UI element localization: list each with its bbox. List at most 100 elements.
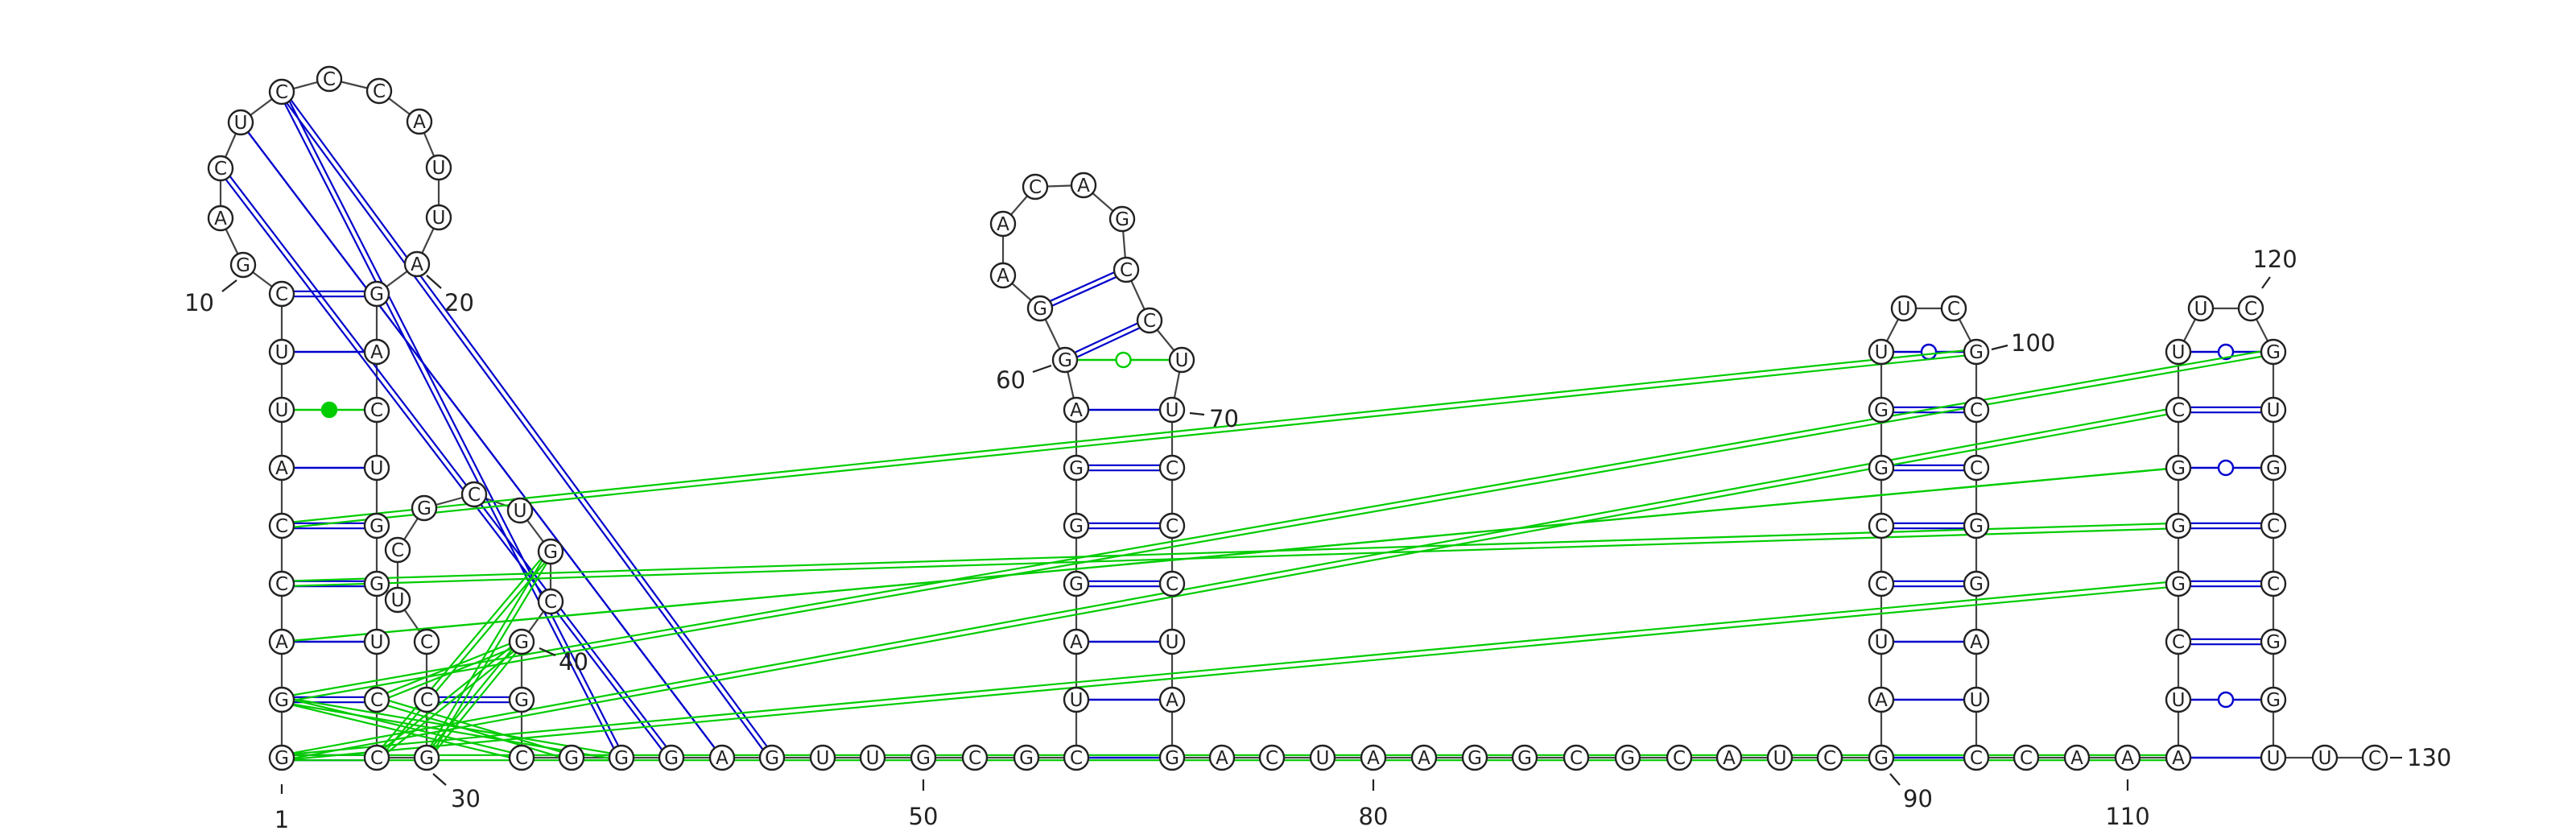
nucleotide: C xyxy=(413,628,440,655)
position-number: 30 xyxy=(451,785,481,812)
nucleotide-circle xyxy=(1963,744,1990,771)
nucleotide: G xyxy=(2260,628,2287,655)
nucleotide-circle xyxy=(2165,628,2192,655)
nucleotide: G xyxy=(658,744,685,771)
nucleotide-circle xyxy=(2165,570,2192,597)
nucleotide-circle xyxy=(1963,512,1990,539)
nucleotide: G xyxy=(1963,512,1990,539)
nucleotide-letter: G xyxy=(1069,574,1084,595)
nucleotide-letter: C xyxy=(468,485,481,506)
nucleotide: C xyxy=(2361,744,2388,771)
pair-line xyxy=(1051,276,1117,307)
nucleotide-circle xyxy=(316,65,343,93)
position-tick xyxy=(432,773,447,786)
nucleotide: C xyxy=(1063,744,1090,771)
nucleotide-letter: U xyxy=(2194,299,2208,320)
nucleotide-circle xyxy=(989,210,1017,238)
nucleotide-letter: G xyxy=(664,748,679,769)
nucleotide-letter: U xyxy=(370,458,384,479)
nucleotide-letter: C xyxy=(968,748,981,769)
base-pair xyxy=(1893,464,1964,472)
nucleotide-letter: G xyxy=(236,255,250,276)
nucleotide-letter: U xyxy=(2172,690,2186,711)
nucleotide-circle xyxy=(268,686,295,713)
base-pair xyxy=(1074,322,1141,358)
base-pair xyxy=(2190,343,2261,361)
nucleotide-circle xyxy=(268,744,295,771)
nucleotide-letter: C xyxy=(275,574,288,595)
nucleotide-circle xyxy=(268,512,295,539)
base-pair xyxy=(1088,522,1160,530)
nucleotide: U xyxy=(2165,338,2192,366)
position-number: 70 xyxy=(1209,405,1239,432)
nucleotide-circle xyxy=(207,205,234,232)
nucleotide-letter: U xyxy=(1070,690,1084,711)
nucleotide: A xyxy=(363,338,390,366)
nucleotide-circle xyxy=(2165,512,2192,539)
nucleotide: A xyxy=(1963,628,1990,655)
nucleotide: C xyxy=(1868,512,1895,539)
nucleotide-letter: G xyxy=(1069,516,1084,537)
nucleotide: A xyxy=(1715,744,1743,771)
nucleotide: U xyxy=(506,497,534,524)
base-pair xyxy=(225,176,667,750)
pair-symbol xyxy=(1920,343,1938,361)
pair-line xyxy=(247,131,716,749)
nucleotide-circle xyxy=(413,686,440,713)
nucleotide: A xyxy=(1070,172,1097,199)
nucleotide-letter: G xyxy=(2266,342,2281,363)
nucleotide-letter: G xyxy=(1874,400,1889,421)
nucleotide-circle xyxy=(1113,256,1140,283)
nucleotide-circle xyxy=(1063,686,1090,713)
nucleotide-circle xyxy=(363,628,390,655)
nucleotide: U xyxy=(809,744,836,771)
nucleotide: C xyxy=(1158,512,1186,539)
base-pair xyxy=(2190,638,2261,646)
nucleotide-circle xyxy=(1309,744,1336,771)
nucleotide-letter: C xyxy=(1570,748,1583,769)
nucleotide-letter: C xyxy=(515,748,528,769)
nucleotide-circle xyxy=(1158,570,1186,597)
nucleotide: U xyxy=(859,744,886,771)
nucleotide-letter: G xyxy=(2266,632,2281,653)
nucleotide-circle xyxy=(268,570,295,597)
nucleotide: C xyxy=(2260,570,2287,597)
nucleotide-letter: G xyxy=(1874,458,1889,479)
nucleotide-circle xyxy=(2260,338,2287,366)
nucleotide: G xyxy=(2165,570,2192,597)
nucleotide: U xyxy=(1868,338,1895,366)
nucleotide-circle xyxy=(2260,570,2287,597)
nucleotide-letter: G xyxy=(2171,574,2186,595)
pair-line xyxy=(293,523,2166,582)
nucleotide: G xyxy=(1051,346,1079,374)
nucleotide: U xyxy=(425,154,452,181)
nucleotide-letter: A xyxy=(997,266,1009,287)
nucleotide-letter: U xyxy=(1773,748,1787,769)
nucleotide: G xyxy=(1063,454,1090,481)
position-tick xyxy=(1889,773,1901,786)
nucleotide-letter: A xyxy=(1875,690,1888,711)
nucleotide-circle xyxy=(1063,570,1090,597)
nucleotide-letter: U xyxy=(1316,748,1330,769)
nucleotide: G xyxy=(268,744,295,771)
pair-line xyxy=(388,647,512,699)
nucleotide-letter: C xyxy=(1970,458,1983,479)
base-pair xyxy=(293,581,2167,760)
nucleotide-circle xyxy=(1868,512,1895,539)
nucleotide-letter: G xyxy=(275,748,289,769)
nucleotide: C xyxy=(1158,454,1186,481)
nucleotide-circle xyxy=(1868,744,1895,771)
nucleotide-letter: C xyxy=(2172,400,2185,421)
nucleotide-circle xyxy=(1940,295,1967,322)
nucleotide-letter: G xyxy=(1115,209,1129,230)
nucleotide-letter: G xyxy=(916,748,931,769)
nucleotide: C xyxy=(365,77,393,105)
position-label: 30 xyxy=(432,773,481,812)
nucleotide-circle xyxy=(1208,744,1236,771)
pair-line xyxy=(436,651,517,751)
nucleotide-letter: G xyxy=(1019,748,1034,769)
nucleotide-letter: G xyxy=(1058,350,1072,371)
position-number: 120 xyxy=(2252,246,2297,273)
pair-line xyxy=(293,349,1964,523)
